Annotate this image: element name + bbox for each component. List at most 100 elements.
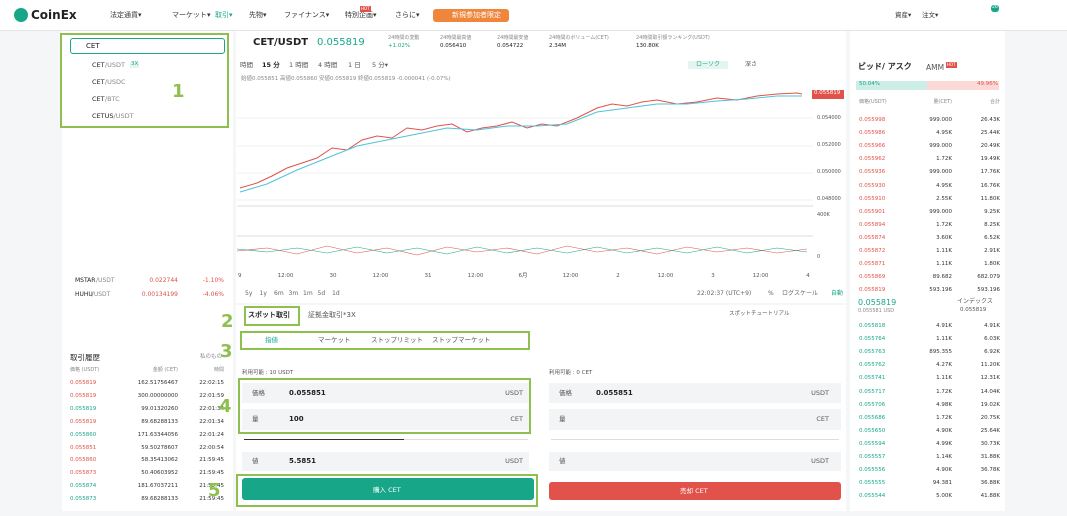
range[interactable]: 5d [317, 290, 326, 297]
nav-item[interactable]: 法定通貨▾ [110, 11, 142, 19]
book-price[interactable]: 0.055962 [859, 156, 886, 163]
logo[interactable]: CoinEx [31, 8, 77, 22]
buy-qty-input[interactable] [242, 409, 529, 430]
link[interactable]: スポットチュートリアル [729, 311, 790, 317]
promo-bg[interactable] [433, 9, 509, 22]
book-price[interactable]: 0.055819 [859, 287, 886, 294]
buy-value-input[interactable] [242, 452, 529, 471]
book-price[interactable]: 0.055894 [859, 221, 886, 228]
stat-value: 0.056410 [440, 43, 467, 49]
book-qty: 1.72K [936, 388, 952, 395]
field-value[interactable]: 5.5851 [289, 457, 317, 465]
pair[interactable]: CET [92, 61, 105, 69]
interval: 時間 [240, 61, 253, 69]
sell-slider[interactable] [551, 439, 839, 440]
button-label[interactable]: 売却 CET [680, 487, 708, 495]
badge: 26 [991, 5, 999, 12]
book-price[interactable]: 0.055650 [859, 427, 886, 434]
pair[interactable]: MSTAR [75, 277, 96, 284]
interval[interactable]: 4 時間 [318, 61, 338, 69]
range[interactable]: 3m [288, 290, 299, 297]
book-price[interactable]: 0.055936 [859, 169, 886, 176]
column-header: 合計 [989, 99, 1000, 105]
book-price[interactable]: 0.055818 [859, 323, 886, 329]
book-price[interactable]: 0.055762 [859, 362, 886, 369]
book-price[interactable]: 0.055741 [859, 375, 886, 382]
pair[interactable]: CET/USDT [253, 37, 309, 48]
interval[interactable]: 1 日 [348, 61, 361, 69]
nav-item[interactable]: 取引▾ [215, 11, 233, 19]
pair[interactable]: CET [92, 78, 105, 86]
section-title[interactable]: ビッド/ アスク [858, 62, 912, 71]
option[interactable]: 自動 [831, 290, 844, 297]
nav-item[interactable]: 特別企画▾ [345, 11, 377, 19]
book-price[interactable]: 0.055874 [859, 234, 886, 241]
nav-item[interactable]: さらに▾ [395, 11, 420, 19]
book-price[interactable]: 0.055901 [859, 208, 886, 215]
range[interactable]: 1d [332, 290, 340, 297]
interval[interactable]: 1 時間 [289, 61, 309, 69]
nav-item[interactable]: 注文▾ [922, 11, 939, 19]
sell-qty-input[interactable] [549, 409, 841, 430]
sell-button[interactable] [549, 482, 841, 500]
book-price[interactable]: 0.055764 [859, 336, 886, 343]
book-price[interactable]: 0.055717 [859, 388, 886, 395]
book-price[interactable]: 0.055544 [859, 493, 886, 500]
book-price[interactable]: 0.055966 [859, 143, 886, 150]
buy-price-input[interactable] [242, 383, 529, 403]
sell-value-input[interactable] [549, 452, 841, 471]
buy-button[interactable] [242, 478, 534, 500]
book-price[interactable]: 0.055557 [859, 454, 886, 460]
book-price[interactable]: 0.055986 [859, 130, 886, 137]
sell-price-input[interactable] [549, 383, 841, 403]
order-type[interactable]: 指値 [265, 336, 278, 344]
view-tab[interactable]: ローソク [688, 61, 729, 69]
pair[interactable]: HUHU [75, 291, 93, 298]
field-label: 値 [252, 457, 259, 465]
search-query[interactable]: CET [86, 42, 100, 50]
interval[interactable]: 5 分▾ [372, 61, 388, 69]
book-price[interactable]: 0.055872 [859, 248, 886, 254]
tab[interactable]: AMM [926, 63, 945, 72]
book-total: 6.03K [984, 336, 1000, 343]
book-price[interactable]: 0.055686 [859, 414, 886, 421]
tab[interactable]: スポット取引 [248, 311, 290, 319]
nav-item[interactable]: 資産▾ [895, 11, 912, 19]
promo[interactable]: 新規参加者限定 [452, 11, 501, 19]
nav-item[interactable]: ファイナンス▾ [284, 11, 330, 19]
option[interactable]: ログスケール [782, 290, 819, 297]
interval[interactable]: 15 分 [262, 61, 280, 69]
book-price[interactable]: 0.055763 [859, 349, 886, 356]
order-book-panel [850, 31, 1005, 511]
book-price[interactable]: 0.055594 [859, 440, 886, 447]
range[interactable]: 1m [303, 290, 313, 297]
order-type[interactable]: ストップリミット [371, 336, 423, 344]
book-price[interactable]: 0.055706 [859, 401, 886, 408]
search-box[interactable] [70, 38, 225, 54]
range[interactable]: 6m [274, 290, 284, 297]
book-price[interactable]: 0.055869 [859, 274, 886, 281]
pair[interactable]: CET [92, 95, 105, 103]
field-value[interactable]: 0.055851 [596, 389, 633, 397]
field-value[interactable]: 0.055851 [289, 389, 326, 397]
order-type[interactable]: ストップマーケット [432, 336, 491, 344]
book-price[interactable]: 0.055871 [859, 261, 886, 268]
book-price[interactable]: 0.055998 [859, 117, 886, 123]
order-type[interactable]: マーケット [318, 336, 351, 344]
book-price[interactable]: 0.055555 [859, 480, 886, 487]
range[interactable]: 5y [245, 290, 253, 297]
nav-item[interactable]: 先物▾ [249, 11, 267, 19]
pair[interactable]: CETUS [92, 112, 114, 120]
book-price[interactable]: 0.055556 [859, 467, 886, 474]
option[interactable]: % [768, 290, 774, 297]
tab[interactable]: 証拠金取引*3X [308, 311, 356, 319]
range[interactable]: 1y [259, 290, 267, 297]
button-label[interactable]: 購入 CET [373, 486, 401, 494]
toggle[interactable]: 私のもの [200, 354, 223, 360]
view-tab[interactable]: 深さ [745, 61, 758, 68]
book-price[interactable]: 0.055910 [859, 195, 886, 202]
book-price[interactable]: 0.055930 [859, 182, 886, 189]
buy-slider[interactable] [244, 439, 404, 440]
field-value[interactable]: 100 [289, 415, 304, 423]
nav-item[interactable]: マーケット▾ [172, 11, 211, 19]
